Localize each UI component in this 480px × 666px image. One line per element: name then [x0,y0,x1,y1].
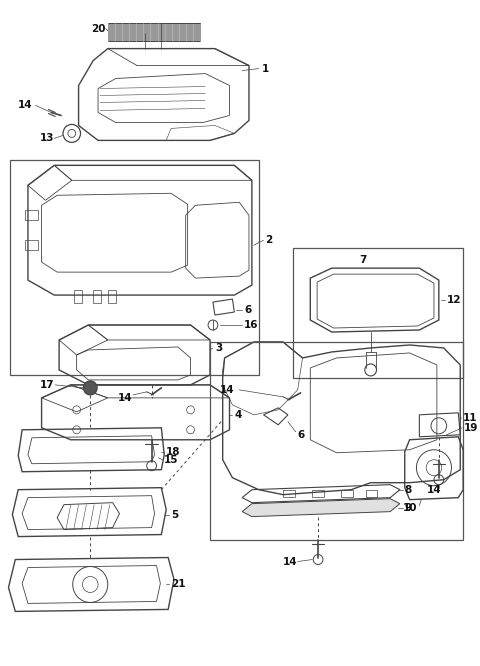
Text: 19: 19 [464,423,479,433]
Text: 3: 3 [215,343,222,353]
Text: 7: 7 [359,255,367,265]
Text: 9: 9 [405,503,412,513]
Text: 21: 21 [171,579,186,589]
Text: 6: 6 [298,430,305,440]
Text: 14: 14 [18,101,33,111]
Text: 13: 13 [40,133,54,143]
Text: 1: 1 [262,63,269,73]
Bar [366,490,377,497]
Text: 4: 4 [234,410,242,420]
Polygon shape [242,499,400,517]
Text: 14: 14 [118,393,132,403]
Text: 14: 14 [283,557,298,567]
Text: 20: 20 [91,23,106,34]
Text: 6: 6 [244,305,252,315]
Bar [210,342,463,539]
Text: 10: 10 [402,503,417,513]
Text: 12: 12 [446,295,461,305]
Text: 8: 8 [405,485,412,495]
Text: 16: 16 [244,320,259,330]
Text: 14: 14 [427,485,441,495]
Bar [11,161,259,375]
Circle shape [84,381,97,395]
Bar [283,490,295,497]
Bar [341,490,353,497]
Bar [312,490,324,497]
Text: 15: 15 [164,455,179,465]
Bar [293,248,463,378]
Text: 2: 2 [265,235,273,245]
Bar [108,23,200,41]
Text: 5: 5 [171,509,179,519]
Text: 18: 18 [166,447,180,457]
Text: 17: 17 [40,380,54,390]
Text: 14: 14 [220,385,234,395]
Text: 11: 11 [463,413,478,423]
